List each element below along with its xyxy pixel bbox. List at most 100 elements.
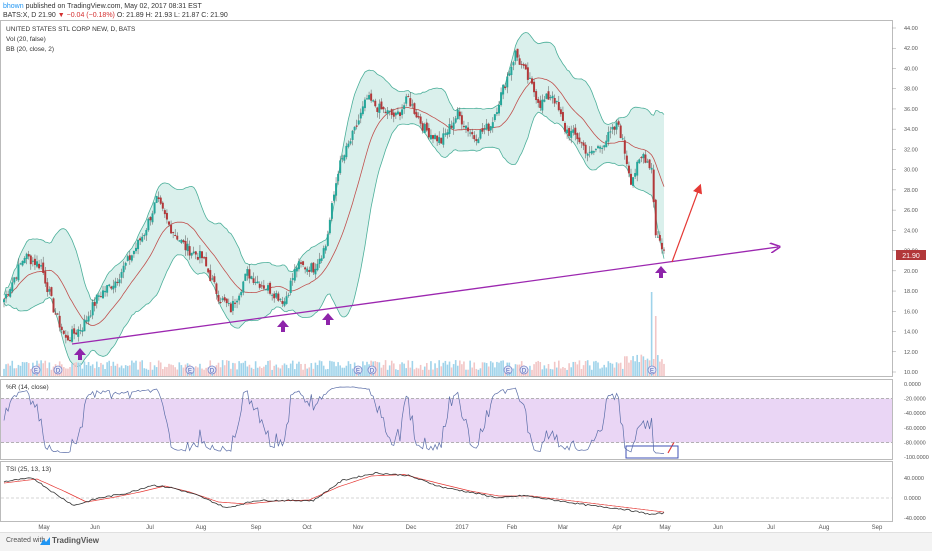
volume-bar <box>114 365 117 376</box>
volume-bar <box>199 363 201 376</box>
earnings-marker-circle <box>31 365 41 375</box>
candle-body <box>427 128 430 138</box>
candle-body <box>5 294 8 299</box>
volume-bar <box>362 361 364 376</box>
candle-body <box>611 126 614 130</box>
volume-bar <box>126 365 129 376</box>
support-trendline[interactable] <box>71 247 778 345</box>
volume-bar <box>395 369 397 376</box>
earnings-marker: E <box>188 369 192 375</box>
candle-body <box>116 281 119 283</box>
candle-body <box>623 140 626 154</box>
candle-body <box>388 110 391 112</box>
price-chart[interactable]: E D E D E D E D E 44.00 42.00 40.00 38.00 36.00 34.00… <box>0 0 932 532</box>
candle-body <box>184 240 187 251</box>
volume-bar <box>560 368 562 376</box>
candle-body <box>89 315 92 317</box>
volume-bar <box>285 364 288 376</box>
volume-bar <box>376 361 379 376</box>
candle-body <box>132 250 135 255</box>
wr-panel-frame <box>0 379 893 460</box>
time-tick-label: Nov <box>353 525 364 531</box>
time-tick-label: Jun <box>713 525 723 531</box>
candle-body <box>582 142 585 146</box>
candle-body <box>403 105 406 110</box>
volume-bar <box>225 360 228 376</box>
volume-bar <box>203 369 205 376</box>
candle-body <box>240 291 243 296</box>
candle-body <box>147 218 150 231</box>
volume-bar <box>388 365 391 376</box>
footer-brand[interactable]: TradingView <box>52 536 99 545</box>
volume-bar <box>446 364 449 376</box>
volume-bar <box>654 316 657 376</box>
published-text: published on TradingView.com, May 02, 20… <box>25 3 202 10</box>
candle-body <box>66 335 69 341</box>
candle-body <box>411 104 414 106</box>
bb-fill <box>4 32 664 367</box>
candle-body <box>339 160 342 174</box>
time-tick-label: Aug <box>819 525 830 531</box>
candle-body <box>91 302 94 316</box>
candle-body <box>343 155 346 161</box>
volume-bar <box>63 367 65 376</box>
candle-body <box>409 98 412 107</box>
candle-body <box>551 95 554 99</box>
volume-bar <box>87 362 90 376</box>
volume-bar <box>141 360 143 376</box>
volume-bar <box>543 365 546 376</box>
volume-bar <box>27 363 30 376</box>
buy-arrow-1[interactable] <box>74 348 86 360</box>
candle-body <box>242 281 245 293</box>
volume-bar <box>159 362 162 376</box>
candle-body <box>13 277 16 283</box>
candle-body <box>287 294 290 296</box>
candle-body <box>502 84 505 95</box>
volume-bar <box>421 369 424 376</box>
candle-body <box>87 316 90 322</box>
volume-bar <box>230 368 232 376</box>
candle-body <box>172 232 175 234</box>
volume-bar <box>100 362 102 376</box>
volume-bar <box>157 360 160 376</box>
volume-bar <box>252 368 255 376</box>
candle-body <box>444 133 447 135</box>
candle-body <box>415 112 418 118</box>
candle-body <box>613 126 616 130</box>
volume-bar <box>180 365 183 376</box>
volume-bar <box>426 363 428 376</box>
buy-arrow-4[interactable] <box>655 266 667 278</box>
candle-body <box>462 126 465 128</box>
candle-body <box>537 99 540 103</box>
candle-body <box>42 262 45 273</box>
volume-bar <box>145 368 148 376</box>
candle-body <box>31 260 34 262</box>
candle-body <box>465 125 467 129</box>
volume-bar <box>228 360 230 376</box>
tsi-tick-label: 40.0000 <box>904 476 924 482</box>
buy-arrow-2[interactable] <box>277 320 289 332</box>
candle-body <box>506 76 509 88</box>
buy-arrow-3[interactable] <box>322 313 334 325</box>
candle-body <box>652 169 655 203</box>
candle-body <box>145 229 148 236</box>
candle-body <box>75 332 78 335</box>
volume-bar <box>570 367 572 376</box>
wr-highlight-box[interactable] <box>625 445 679 459</box>
candle-body <box>252 278 255 283</box>
candle-body <box>663 249 665 251</box>
candle-body <box>246 269 249 276</box>
price-tick-label: 12.00 <box>904 350 918 356</box>
candle-body <box>73 328 76 334</box>
volume-bar <box>298 361 300 376</box>
candle-body <box>254 282 257 284</box>
volume-bar <box>411 360 414 376</box>
volume-bar <box>15 368 18 376</box>
candle-body <box>578 137 581 143</box>
dividend-marker-circle <box>367 365 377 375</box>
candle-body <box>71 329 74 342</box>
projection-arrow-price[interactable] <box>671 183 703 263</box>
author-name[interactable]: bhown <box>3 3 24 10</box>
volume-bar <box>574 361 577 376</box>
volume-bar <box>617 363 620 376</box>
